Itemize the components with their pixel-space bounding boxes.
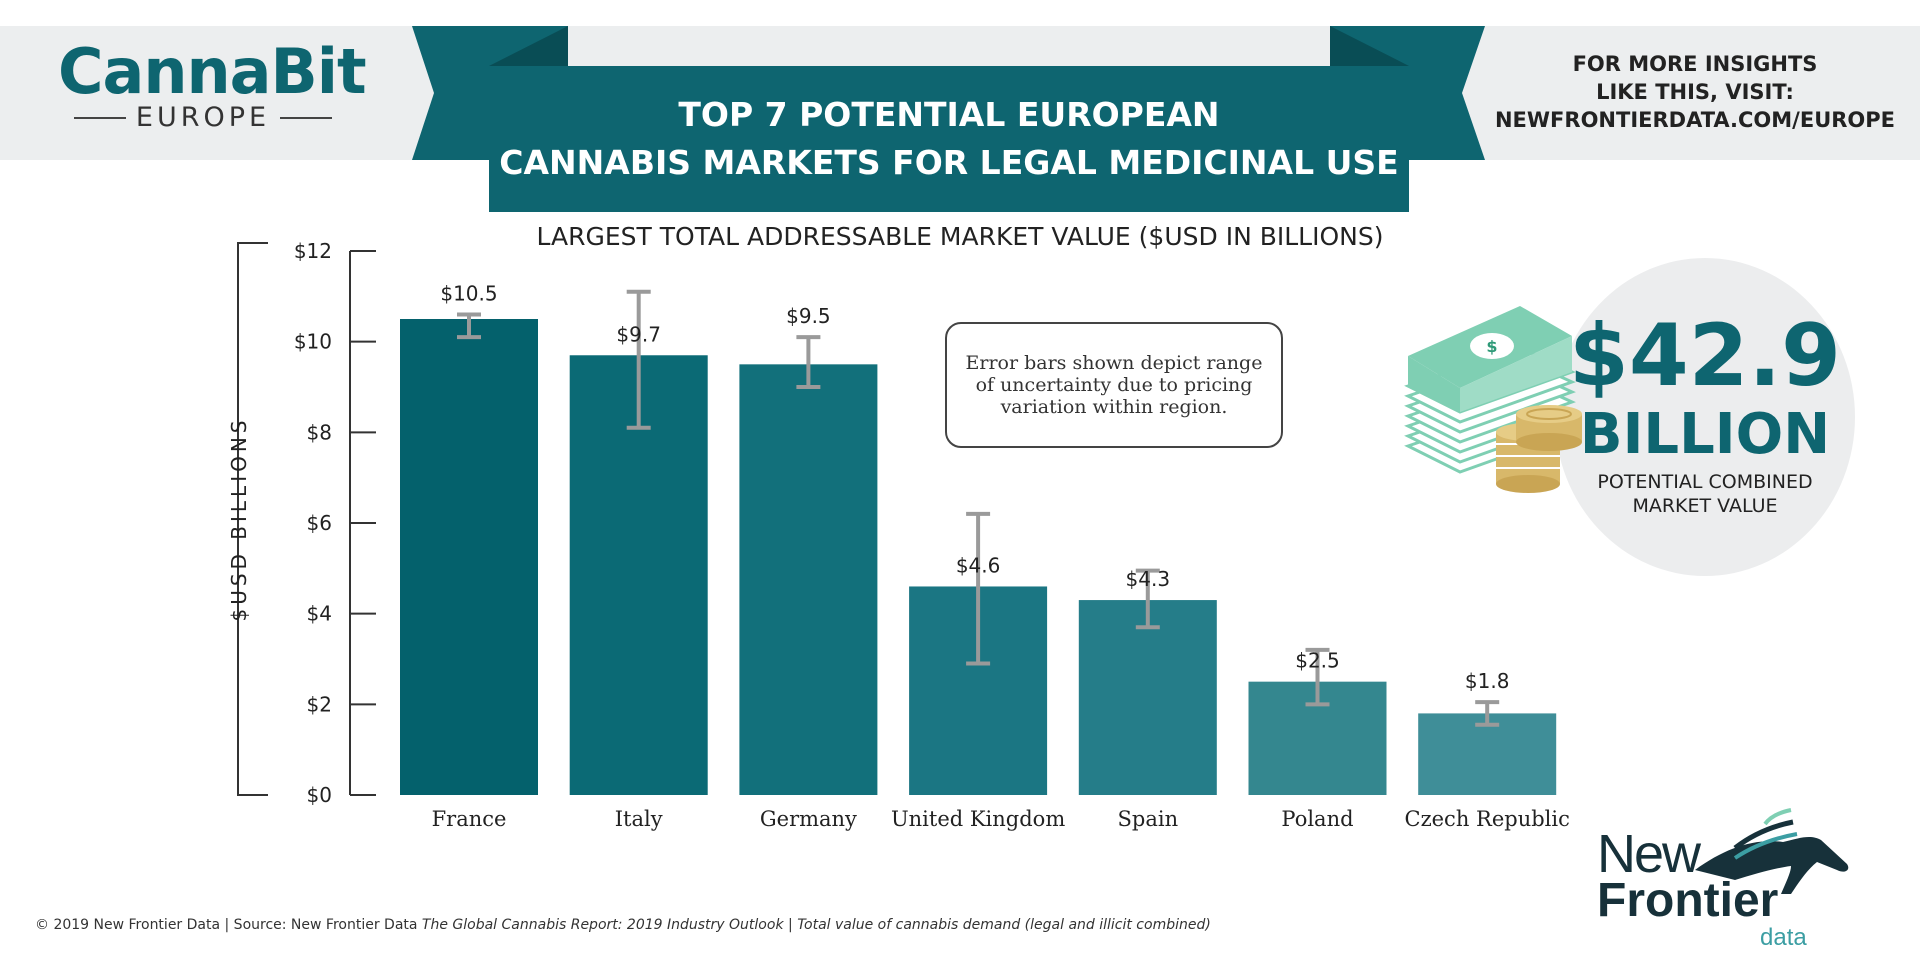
x-tick-label: France xyxy=(432,807,507,831)
bar-germany xyxy=(739,364,878,795)
x-tick-label: Germany xyxy=(760,807,857,831)
bar-czech-republic xyxy=(1418,713,1557,795)
footer-separator: | xyxy=(783,917,798,933)
money-stack-icon-bills: $ xyxy=(1404,306,1576,474)
page-title: TOP 7 POTENTIAL EUROPEAN CANNABIS MARKET… xyxy=(489,66,1409,212)
data-label: $9.7 xyxy=(616,322,661,346)
error-bar-note: Error bars shown depict range of uncerta… xyxy=(945,322,1283,448)
y-tick-label: $8 xyxy=(307,420,332,444)
combined-value: $42.9 xyxy=(1568,306,1842,406)
combined-caption: POTENTIAL COMBINED MARKET VALUE xyxy=(1575,470,1835,518)
data-label: $9.5 xyxy=(786,304,831,328)
bar-spain xyxy=(1078,600,1217,795)
brand-rule-left xyxy=(73,116,126,119)
insights-callout: FOR MORE INSIGHTS LIKE THIS, VISIT: NEWF… xyxy=(1490,50,1900,134)
brand-rule-right xyxy=(280,116,333,119)
y-tick-label: $2 xyxy=(307,692,332,716)
logo-word-new: New xyxy=(1597,824,1701,884)
combined-unit: BILLION xyxy=(1579,402,1831,467)
x-tick-label: Italy xyxy=(615,807,663,831)
footer-source: © 2019 New Frontier Data | Source: New F… xyxy=(35,917,1535,933)
y-axis-label: $USD BILLIONS xyxy=(227,416,251,621)
data-label: $10.5 xyxy=(440,281,497,305)
y-tick-label: $12 xyxy=(294,239,332,263)
footer-prefix: © 2019 New Frontier Data | Source: New F… xyxy=(35,917,422,933)
y-tick-label: $6 xyxy=(307,511,332,535)
x-tick-label: Poland xyxy=(1281,807,1353,831)
money-stack-icon: $ xyxy=(1404,306,1582,493)
footer-report: The Global Cannabis Report: 2019 Industr… xyxy=(421,917,784,933)
x-tick-label: United Kingdom xyxy=(891,807,1065,831)
brand-region: EUROPE xyxy=(58,102,348,133)
title-line-2: CANNABIS MARKETS FOR LEGAL MEDICINAL USE xyxy=(499,143,1399,182)
data-label: $2.5 xyxy=(1295,649,1340,673)
x-tick-label: Spain xyxy=(1118,807,1179,831)
y-axis-bracket xyxy=(237,242,268,796)
insights-line-2: LIKE THIS, VISIT: xyxy=(1596,80,1794,104)
y-tick-label: $4 xyxy=(307,602,332,626)
bar-france xyxy=(400,319,538,795)
summary-circle xyxy=(1555,258,1855,576)
brand-name: CannaBit xyxy=(58,35,367,108)
combined-caption-line-1: POTENTIAL COMBINED xyxy=(1597,471,1813,493)
combined-caption-line-2: MARKET VALUE xyxy=(1632,495,1778,517)
x-tick-label: Czech Republic xyxy=(1405,807,1570,831)
footer-note: Total value of cannabis demand (legal an… xyxy=(797,917,1211,933)
logo-word-data: data xyxy=(1760,924,1807,951)
chart-title: LARGEST TOTAL ADDRESSABLE MARKET VALUE (… xyxy=(536,222,1384,251)
insights-line-1: FOR MORE INSIGHTS xyxy=(1572,52,1818,76)
data-label: $1.8 xyxy=(1465,669,1510,693)
brand-region-text: EUROPE xyxy=(135,102,271,133)
coin-stack-icon xyxy=(1496,405,1582,493)
y-tick-label: $10 xyxy=(294,330,332,354)
insights-url[interactable]: NEWFRONTIERDATA.COM/EUROPE xyxy=(1494,108,1896,132)
horse-head-icon xyxy=(1695,808,1849,894)
data-label: $4.6 xyxy=(956,553,1001,577)
brand-logo: CannaBit EUROPE xyxy=(58,35,367,134)
svg-text:$: $ xyxy=(1486,337,1497,356)
y-tick-label: $0 xyxy=(307,783,332,807)
title-line-1: TOP 7 POTENTIAL EUROPEAN xyxy=(678,95,1220,134)
logo-word-frontier: Frontier xyxy=(1597,874,1779,927)
data-label: $4.3 xyxy=(1126,567,1171,591)
